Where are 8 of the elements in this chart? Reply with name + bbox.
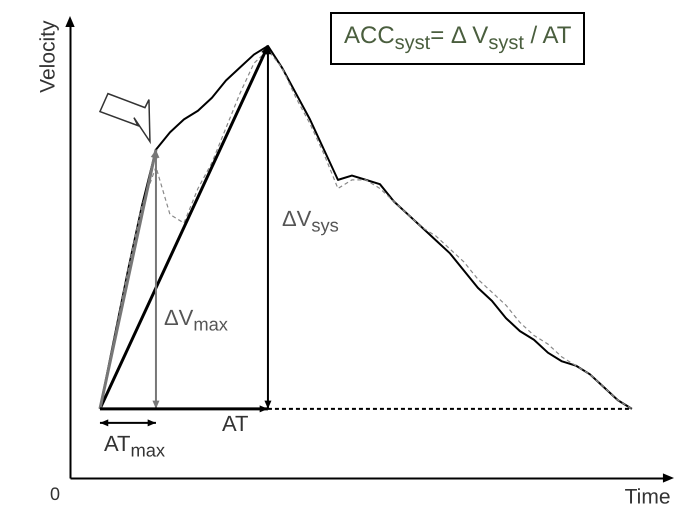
annotation: ACC$_{syst}$= Δ V$_{syst}$ / AT [330, 12, 586, 65]
x-axis-title: Time [624, 486, 670, 508]
annotation: ΔV$_{max}$ [164, 305, 228, 336]
annotation: ΔV$_{sys}$ [282, 206, 339, 236]
y-axis-title: Velocity [36, 20, 60, 93]
annotation: AT$_{max}$ [104, 430, 166, 462]
annotation: AT [222, 410, 248, 437]
text: 0 [50, 484, 60, 505]
